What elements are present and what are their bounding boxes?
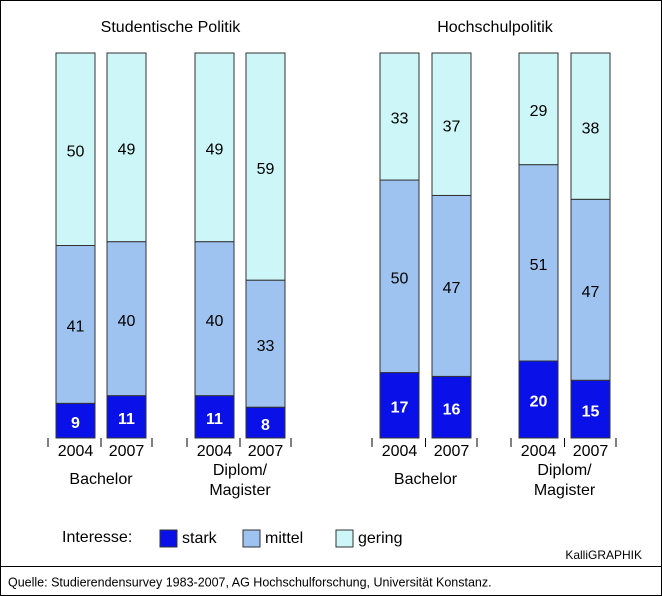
data-label: 59 <box>257 161 275 178</box>
panel-title: Studentische Politik <box>101 19 242 36</box>
bar-segment <box>431 194 472 377</box>
bar-segment <box>106 241 147 397</box>
data-label: 33 <box>257 338 275 355</box>
data-label: 11 <box>118 411 135 428</box>
x-tick-label: 2004 <box>58 443 94 460</box>
bar-segment <box>194 52 235 243</box>
group-label: Diplom/Magister <box>534 462 596 499</box>
bar-segment <box>194 395 235 439</box>
data-label: 40 <box>118 313 136 330</box>
x-tick-label: 2007 <box>109 443 145 460</box>
bar-segment <box>55 245 96 404</box>
x-tick-label: 2007 <box>573 443 609 460</box>
data-label: 50 <box>391 271 409 288</box>
group-label: Bachelor <box>69 471 133 488</box>
data-label: 49 <box>118 142 136 159</box>
bar-segment <box>245 52 286 281</box>
panel-title: Hochschulpolitik <box>437 19 554 36</box>
credit: KalliGRAPHIK <box>565 548 642 562</box>
bar-segment <box>570 198 611 381</box>
bar-segment <box>379 372 420 439</box>
bar-segment <box>379 179 420 374</box>
data-label: 50 <box>67 143 85 160</box>
x-tick-label: 2007 <box>434 443 470 460</box>
data-label: 15 <box>582 403 600 420</box>
legend-label: gering <box>358 530 402 547</box>
bar-segment <box>431 52 472 196</box>
data-label: 47 <box>443 280 461 297</box>
data-label: 33 <box>391 111 409 128</box>
data-label: 40 <box>206 313 224 330</box>
legend-swatch <box>159 529 178 548</box>
x-tick-label: 2007 <box>248 443 284 460</box>
x-tick-label: 2004 <box>197 443 233 460</box>
legend-label: mittel <box>265 530 303 547</box>
bar-segment <box>194 241 235 397</box>
data-label: 8 <box>261 417 270 434</box>
bar-segment <box>570 379 611 439</box>
data-label: 11 <box>206 411 223 428</box>
legend-title: Interesse: <box>62 529 132 546</box>
bar-segment <box>245 406 286 439</box>
bar-segment <box>570 52 611 200</box>
bar-segment <box>245 279 286 408</box>
data-label: 17 <box>391 399 409 416</box>
group-label: Diplom/Magister <box>209 462 271 499</box>
legend-swatch <box>242 529 261 548</box>
source: Quelle: Studierendensurvey 1983-2007, AG… <box>8 575 492 589</box>
data-label: 47 <box>582 284 600 301</box>
bar-segment <box>518 360 559 439</box>
data-label: 41 <box>67 319 85 336</box>
data-label: 9 <box>71 415 80 432</box>
data-label: 37 <box>443 118 461 135</box>
bar-segment <box>518 52 559 166</box>
bar-segment <box>379 52 420 181</box>
bar-segment <box>518 164 559 362</box>
data-label: 49 <box>206 142 224 159</box>
data-label: 38 <box>582 120 600 137</box>
bar-segment <box>55 52 96 246</box>
x-tick-label: 2004 <box>521 443 557 460</box>
legend-swatch <box>335 529 354 548</box>
data-label: 51 <box>530 257 548 274</box>
data-label: 16 <box>443 401 461 418</box>
data-label: 20 <box>530 394 548 411</box>
bar-segment <box>106 52 147 243</box>
x-tick-label: 2004 <box>382 443 418 460</box>
bar-segment <box>431 375 472 439</box>
group-label: Bachelor <box>394 471 458 488</box>
bar-segment <box>106 395 147 439</box>
legend-label: stark <box>182 530 218 547</box>
bar-segment <box>55 402 96 439</box>
data-label: 29 <box>530 103 548 120</box>
